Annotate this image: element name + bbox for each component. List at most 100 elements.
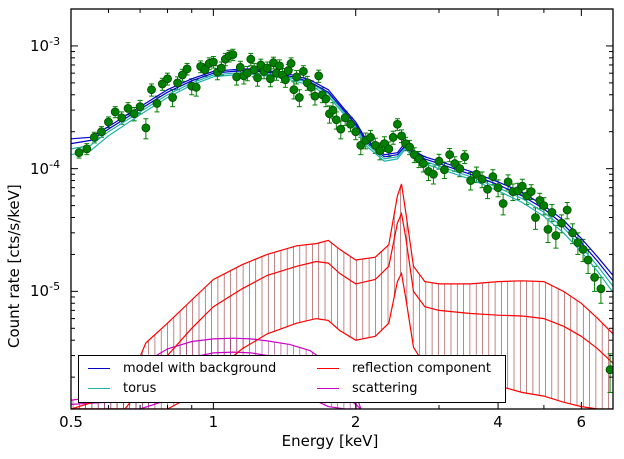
data-point [455, 164, 465, 174]
data-point [583, 255, 593, 265]
data-point [328, 105, 338, 115]
data-point [351, 127, 361, 137]
legend-swatch-torus [88, 388, 110, 389]
data-point [526, 187, 536, 197]
x-tick-label: 1 [208, 413, 219, 431]
data-point [498, 199, 508, 208]
data-point [551, 231, 561, 240]
data-point [89, 132, 99, 142]
data-point [397, 131, 406, 141]
data-point [562, 205, 572, 215]
data-point [434, 156, 444, 166]
data-point [217, 63, 226, 73]
data-point [543, 224, 553, 234]
data-point [200, 65, 210, 75]
data-point [141, 123, 151, 133]
data-point [405, 142, 414, 152]
data-point [147, 85, 156, 95]
data-point [306, 82, 316, 92]
x-tick-label: 0.5 [59, 413, 83, 431]
y-axis-label: Count rate [cts/s/keV] [5, 184, 23, 348]
legend: model with background torus reflection c… [78, 355, 506, 403]
data-point [531, 213, 540, 222]
data-point [289, 85, 299, 95]
data-point [596, 284, 606, 294]
data-point [104, 117, 113, 127]
legend-swatch-reflection [317, 368, 339, 369]
legend-entry-reflection: reflection component [317, 361, 491, 376]
series-2-line-1 [71, 211, 613, 409]
data-point [129, 109, 139, 119]
data-point [253, 73, 262, 83]
data-point [346, 119, 355, 129]
axes-frame [70, 8, 614, 410]
data-point [472, 169, 481, 179]
legend-swatch-model [88, 368, 110, 369]
data-point [228, 50, 238, 60]
data-point [439, 165, 449, 175]
data-point [366, 132, 375, 142]
data-point [298, 67, 308, 76]
y-tick-label: 10-5 [30, 280, 61, 301]
data-point [384, 144, 394, 154]
data-point [336, 124, 346, 134]
data-point [294, 93, 304, 102]
data-point [388, 132, 398, 142]
series-2-line-0 [71, 183, 613, 409]
data-point [182, 64, 192, 74]
x-tick-label: 4 [493, 413, 503, 431]
data-point [493, 183, 503, 193]
data-point [557, 218, 566, 228]
data-point [483, 184, 492, 194]
data-point [460, 152, 470, 162]
data-point [477, 174, 487, 184]
x-tick-label: 6 [576, 413, 587, 431]
data-point [310, 91, 320, 101]
data-point [321, 94, 331, 104]
legend-label-scattering: scattering [352, 381, 418, 396]
data-point [547, 208, 557, 217]
x-tick-label: 2 [350, 413, 361, 431]
data-point [375, 146, 385, 156]
data-point [157, 79, 167, 89]
data-point [168, 93, 177, 102]
data-point [286, 59, 296, 68]
data-point [340, 113, 350, 123]
data-point [208, 57, 218, 67]
data-point [275, 61, 284, 71]
data-point [135, 102, 145, 112]
data-point [573, 238, 583, 247]
data-point [262, 63, 272, 73]
data-point [578, 244, 588, 254]
series-1-line-0 [71, 71, 613, 287]
legend-label-reflection: reflection component [352, 361, 491, 376]
data-point [191, 82, 201, 92]
legend-entry-model: model with background [88, 361, 276, 376]
data-point [418, 159, 428, 168]
data-point [117, 113, 127, 123]
data-point [235, 62, 245, 72]
data-point [292, 72, 302, 82]
data-point [163, 74, 172, 84]
legend-label-torus: torus [123, 381, 157, 396]
data-point [123, 103, 133, 113]
data-point [503, 177, 513, 187]
x-axis-label: Energy [keV] [281, 432, 379, 450]
series-0-line-0 [71, 68, 613, 276]
data-point [539, 201, 549, 210]
data-point [445, 150, 455, 160]
data-point [249, 65, 259, 75]
data-point [280, 75, 290, 85]
legend-label-model: model with background [123, 361, 277, 376]
series-0-line-1 [71, 69, 613, 282]
data-point [517, 181, 527, 191]
legend-entry-scattering: scattering [317, 381, 418, 396]
y-tick-label: 10-3 [30, 34, 61, 55]
data-point [331, 115, 341, 125]
data-point [568, 228, 578, 238]
data-point [173, 78, 182, 88]
data-point [232, 72, 242, 82]
data-point [314, 71, 324, 81]
data-point [392, 119, 402, 129]
legend-swatch-scattering [317, 388, 339, 389]
